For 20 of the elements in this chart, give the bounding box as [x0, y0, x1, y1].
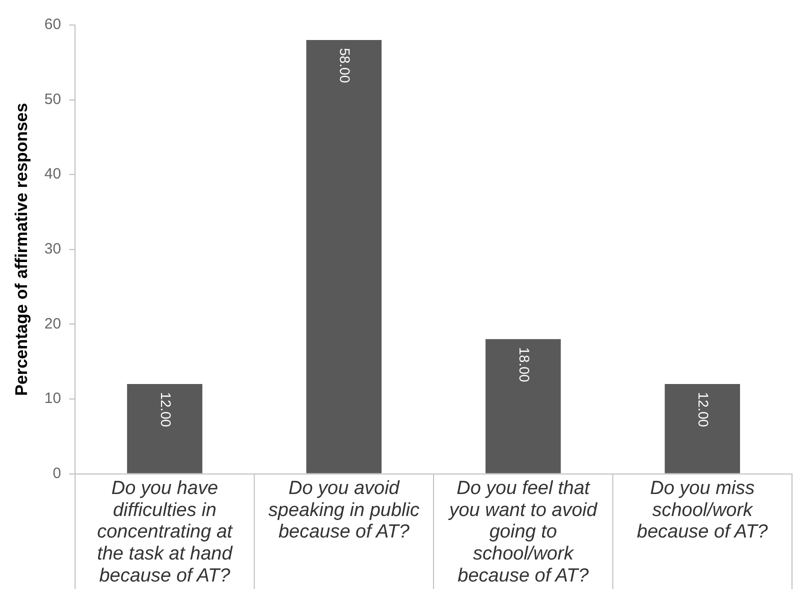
data-label: 58.00: [337, 48, 354, 84]
y-axis-title: Percentage of affirmative responses: [12, 102, 31, 396]
x-tick-label: Do you miss school/work because of AT?: [636, 478, 768, 543]
bar: [127, 384, 202, 474]
data-label: 18.00: [516, 347, 532, 382]
y-tick-label: 20: [44, 315, 62, 332]
y-tick-label: 40: [44, 166, 62, 183]
x-tick-label: Do you have difficulties in concentrating at the task at hand because of AT?: [97, 478, 234, 586]
y-tick-label: 10: [44, 390, 62, 408]
x-tick-label: Do you avoid speaking in public because of AT?: [268, 478, 420, 543]
bar: [664, 384, 740, 474]
bar: [306, 40, 382, 474]
y-tick-label: 30: [44, 240, 62, 258]
y-tick-label: 0: [52, 464, 62, 482]
bar: [486, 339, 561, 474]
data-label: 12.00: [696, 392, 712, 428]
x-tick-label: Do you feel that you want to avoid going to school/work because of AT?: [447, 478, 599, 586]
y-tick-label: 60: [44, 16, 62, 34]
y-tick-label: 50: [44, 90, 62, 108]
data-label: 12.00: [158, 392, 174, 428]
